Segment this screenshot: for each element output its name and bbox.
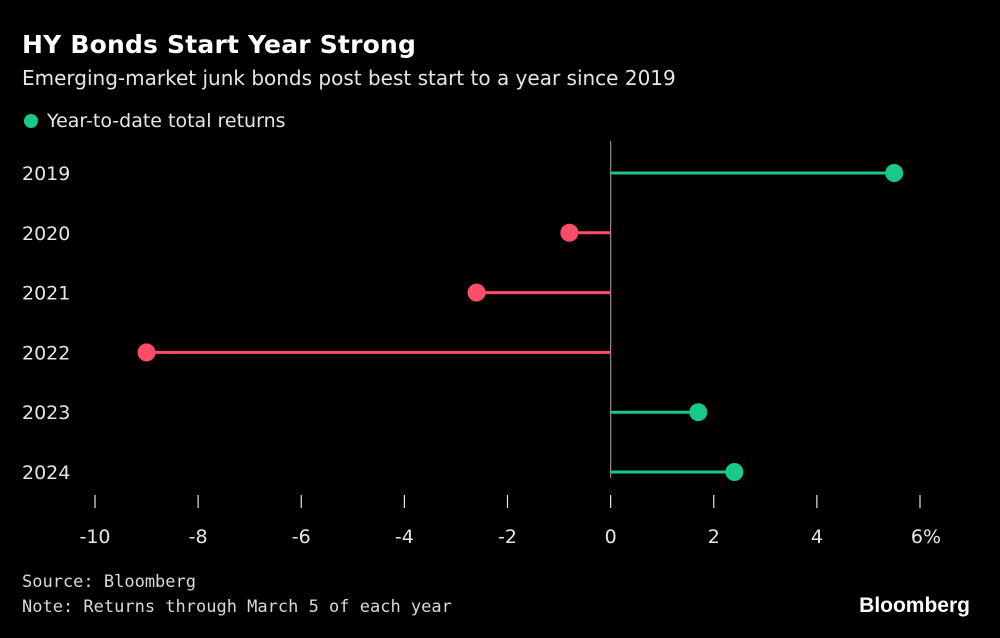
point-2021 xyxy=(467,283,486,302)
legend: Year-to-date total returns xyxy=(24,110,286,132)
point-2019 xyxy=(885,164,904,182)
footnote: Note: Returns through March 5 of each ye… xyxy=(22,597,452,617)
category-label-2021: 2021 xyxy=(22,283,70,305)
legend-label: Year-to-date total returns xyxy=(47,110,286,132)
point-2022 xyxy=(137,343,156,362)
x-tick-label: 2 xyxy=(708,526,720,548)
x-tick-label: -8 xyxy=(189,526,208,548)
category-label-2019: 2019 xyxy=(22,163,70,185)
chart-title: HY Bonds Start Year Strong xyxy=(22,30,417,59)
stems-group xyxy=(146,171,895,474)
category-label-2020: 2020 xyxy=(22,223,70,245)
x-tick-label: -4 xyxy=(395,526,414,548)
x-tick-label: 6% xyxy=(911,526,941,548)
category-label-2023: 2023 xyxy=(22,402,70,424)
x-tick-label: 4 xyxy=(811,526,823,548)
x-axis: -10 -8 -6 -4 -2 0 2 4 6% xyxy=(79,495,941,548)
x-tick-label: -10 xyxy=(79,526,110,548)
point-2020 xyxy=(560,223,579,242)
x-tick-label: 0 xyxy=(605,526,617,548)
category-labels-group: 2019 2020 2021 2022 2023 2024 xyxy=(22,163,70,484)
category-label-2024: 2024 xyxy=(22,462,70,484)
point-2023 xyxy=(689,403,708,422)
bloomberg-logo: Bloomberg xyxy=(859,594,970,617)
source-note: Source: Bloomberg xyxy=(22,572,196,592)
x-tick-label: -2 xyxy=(498,526,517,548)
chart-subtitle: Emerging-market junk bonds post best sta… xyxy=(22,66,676,90)
category-label-2022: 2022 xyxy=(22,342,70,364)
x-tick-label: -6 xyxy=(292,526,311,548)
point-2024 xyxy=(725,463,744,481)
legend-marker xyxy=(24,114,38,128)
dots-group xyxy=(137,164,904,481)
